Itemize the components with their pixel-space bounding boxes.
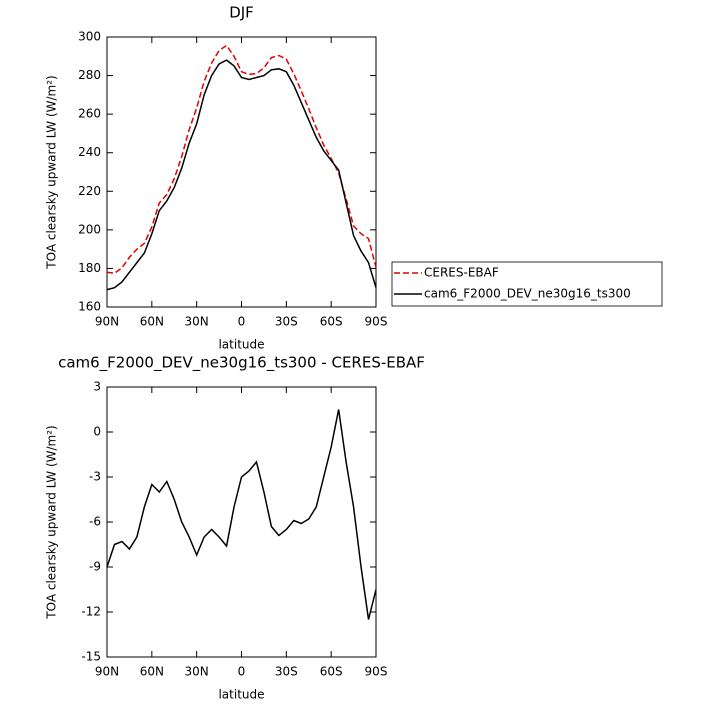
y-tick-label: 3: [93, 380, 101, 394]
y-tick-label: -12: [81, 605, 101, 619]
x-tick-label: 90N: [95, 665, 119, 679]
x-tick-label: 30N: [185, 665, 209, 679]
y-tick-label: 300: [78, 30, 101, 44]
y-tick-label: 180: [78, 261, 101, 275]
x-axis-label: latitude: [218, 688, 264, 702]
legend-label: cam6_F2000_DEV_ne30g16_ts300: [424, 287, 631, 301]
y-tick-label: 0: [93, 425, 101, 439]
x-axis-label: latitude: [218, 338, 264, 352]
y-tick-label: 200: [78, 222, 101, 236]
x-tick-label: 90S: [365, 315, 388, 329]
x-tick-label: 60N: [140, 665, 164, 679]
y-tick-label: 160: [78, 300, 101, 314]
y-tick-label: 240: [78, 145, 101, 159]
x-tick-label: 60N: [140, 315, 164, 329]
data-line: [106, 59, 377, 291]
y-tick-label: -6: [89, 515, 101, 529]
y-tick-label: -3: [89, 470, 101, 484]
x-tick-label: 0: [238, 315, 246, 329]
x-tick-label: 0: [238, 665, 246, 679]
y-tick-label: -15: [81, 650, 101, 664]
legend-box: [391, 261, 663, 307]
x-tick-label: 90N: [95, 315, 119, 329]
x-tick-label: 60S: [320, 315, 343, 329]
x-tick-label: 30N: [185, 315, 209, 329]
y-axis-label: TOA clearsky upward LW (W/m²): [45, 425, 59, 619]
chart-title: cam6_F2000_DEV_ne30g16_ts300 - CERES-EBA…: [58, 354, 425, 373]
y-axis-label: TOA clearsky upward LW (W/m²): [45, 75, 59, 269]
legend-label: CERES-EBAF: [424, 266, 499, 280]
data-line: [106, 44, 377, 275]
chart-title: DJF: [229, 4, 254, 22]
x-tick-label: 60S: [320, 665, 343, 679]
y-tick-label: -9: [89, 560, 101, 574]
y-tick-label: 260: [78, 107, 101, 121]
y-tick-label: 220: [78, 184, 101, 198]
x-tick-label: 30S: [275, 315, 298, 329]
y-tick-label: 280: [78, 68, 101, 82]
data-line: [106, 409, 377, 620]
x-tick-label: 90S: [365, 665, 388, 679]
x-tick-label: 30S: [275, 665, 298, 679]
